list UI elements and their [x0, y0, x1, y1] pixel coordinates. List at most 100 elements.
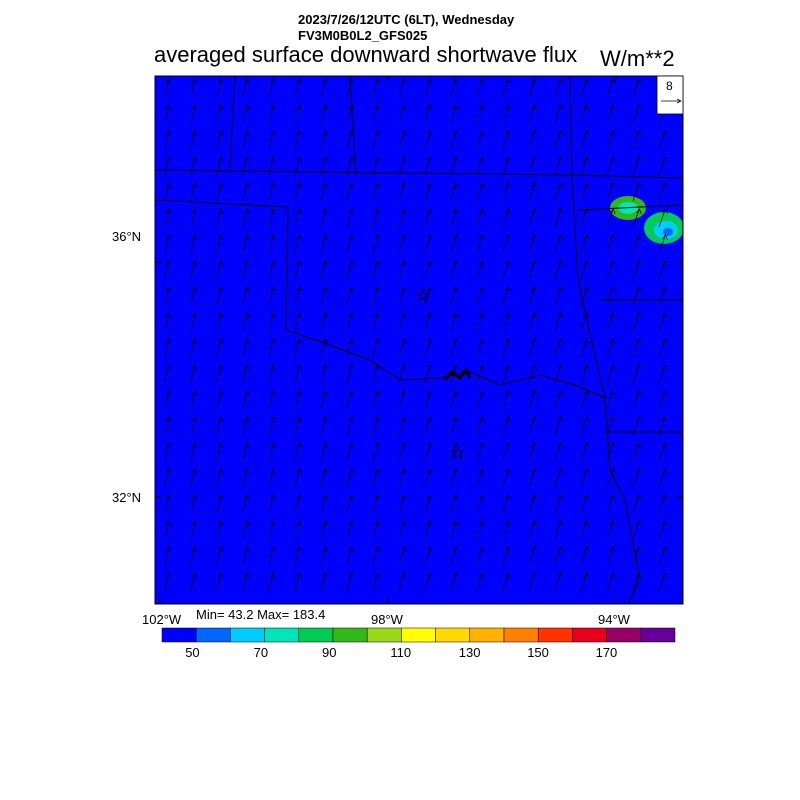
wind-vector [554, 78, 564, 98]
reference-vector-value: 8 [666, 79, 673, 93]
wind-vector [372, 494, 381, 514]
wind-vector [294, 546, 302, 566]
wind-vector [372, 78, 381, 98]
wind-vector [554, 494, 564, 514]
wind-vector [450, 208, 459, 228]
wind-vector [216, 364, 224, 384]
wind-vector [580, 442, 590, 462]
wind-vector [658, 572, 668, 592]
wind-vector [294, 390, 302, 410]
wind-vector [476, 234, 485, 254]
wind-vector [554, 572, 564, 592]
wind-vector [398, 234, 407, 254]
field-title: averaged surface downward shortwave flux [154, 42, 578, 67]
wind-vector [606, 416, 616, 436]
colorbar-swatch [195, 627, 231, 643]
wind-vector [632, 494, 642, 514]
wind-vector [502, 442, 512, 462]
wind-vector [476, 130, 485, 150]
wind-vector [632, 182, 642, 202]
colorbar-tick-label: 170 [595, 645, 618, 660]
wind-vector [372, 520, 381, 540]
wind-vector [554, 364, 564, 384]
wind-vector [580, 416, 590, 436]
colorbar-tick-label: 150 [527, 645, 549, 660]
wind-vector [554, 234, 564, 254]
wind-vector [424, 520, 433, 540]
wind-vector [242, 468, 250, 488]
wind-vector [450, 104, 459, 124]
wind-vector [372, 442, 381, 462]
wind-vector [398, 104, 407, 124]
wind-vector [320, 468, 329, 488]
wind-vector [216, 208, 224, 228]
wind-vector [424, 572, 433, 592]
wind-vector [216, 156, 224, 176]
wind-vector [164, 390, 172, 410]
wind-vector [268, 494, 276, 514]
wind-vector [294, 260, 302, 280]
wind-vector [502, 364, 512, 384]
wind-vector [528, 208, 538, 228]
wind-vector [580, 156, 590, 176]
wind-vector [424, 338, 433, 358]
wind-vector [554, 390, 564, 410]
wind-vector [320, 364, 329, 384]
wind-vector [294, 442, 302, 462]
colorbar-tick-label: 50 [185, 645, 200, 660]
wind-vector [476, 442, 485, 462]
lat-label-36: 36°N [112, 229, 142, 244]
wind-vector [606, 260, 616, 280]
colorbar-swatch [503, 627, 539, 643]
colorbar-swatch [264, 627, 300, 643]
wind-vector [606, 104, 616, 124]
wind-vector [658, 390, 668, 410]
wind-vector [658, 546, 668, 566]
wind-vector [476, 78, 485, 98]
wind-vector [346, 208, 355, 228]
wind-vector [424, 208, 433, 228]
wind-vector [190, 208, 198, 228]
wind-vector [320, 572, 329, 592]
wind-vector [476, 156, 485, 176]
wind-vector [502, 520, 512, 540]
wind-vector [242, 442, 250, 462]
wind-vector [294, 156, 302, 176]
wind-vector [294, 234, 302, 254]
wind-vector [450, 442, 459, 462]
wind-vector [320, 130, 329, 150]
wind-vector [346, 156, 355, 176]
wind-vector [372, 104, 381, 124]
wind-vector [372, 416, 381, 436]
colorbar-tick-label: 90 [322, 645, 337, 660]
wind-vector [632, 312, 642, 332]
wind-vector [424, 494, 433, 514]
wind-vector [320, 260, 329, 280]
wind-vector [398, 338, 407, 358]
wind-vector [528, 260, 538, 280]
wind-vector [632, 416, 642, 436]
wind-vector [450, 78, 459, 98]
wind-vector [606, 520, 616, 540]
wind-vector [164, 208, 172, 228]
colorbar-swatch [161, 627, 197, 643]
wind-vector [476, 338, 485, 358]
wind-vector [242, 234, 250, 254]
wind-vector [268, 546, 276, 566]
wind-vector [164, 130, 172, 150]
wind-vector [606, 442, 616, 462]
wind-vector [606, 208, 616, 228]
wind-vectors [164, 78, 668, 592]
wind-vector [658, 416, 668, 436]
wind-vector [658, 364, 668, 384]
wind-vector [268, 364, 276, 384]
wind-vector [632, 338, 642, 358]
colorbar-swatch [230, 627, 265, 643]
wind-vector [216, 78, 224, 98]
wind-vector [502, 156, 512, 176]
wind-vector [528, 182, 538, 202]
wind-vector [294, 312, 302, 332]
wind-vector [398, 520, 407, 540]
wind-vector [398, 442, 407, 462]
wind-vector [580, 572, 590, 592]
